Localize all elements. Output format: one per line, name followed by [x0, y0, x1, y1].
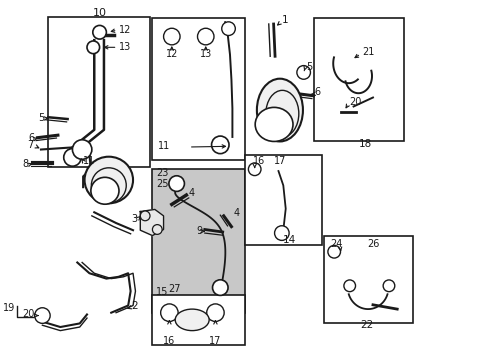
Text: 4: 4: [189, 188, 195, 198]
Text: 18: 18: [359, 139, 372, 149]
Text: 22: 22: [361, 320, 374, 330]
Circle shape: [140, 211, 150, 221]
Ellipse shape: [175, 309, 209, 330]
Text: 9: 9: [196, 226, 202, 236]
Text: 24: 24: [330, 239, 343, 249]
Text: 1: 1: [282, 15, 289, 26]
Text: 2: 2: [132, 301, 138, 311]
Circle shape: [222, 22, 235, 36]
Circle shape: [152, 225, 162, 234]
Text: 25: 25: [156, 179, 169, 189]
Text: 7: 7: [27, 140, 34, 150]
Text: 16: 16: [253, 156, 266, 166]
Ellipse shape: [266, 90, 299, 137]
Circle shape: [73, 140, 92, 159]
Circle shape: [93, 26, 106, 39]
Ellipse shape: [85, 157, 133, 203]
Ellipse shape: [91, 168, 126, 203]
Circle shape: [248, 163, 261, 176]
Text: 15: 15: [156, 287, 168, 297]
Text: 3: 3: [131, 214, 137, 224]
Bar: [245, 155, 322, 244]
Circle shape: [35, 308, 50, 323]
Text: 8: 8: [23, 159, 29, 169]
Text: 13: 13: [199, 49, 212, 59]
Circle shape: [274, 226, 289, 240]
Circle shape: [212, 136, 229, 154]
Bar: [314, 18, 404, 140]
Bar: [323, 235, 413, 323]
Circle shape: [64, 149, 81, 166]
Text: 27: 27: [168, 284, 180, 294]
Bar: [152, 18, 245, 160]
Text: 19: 19: [3, 303, 15, 314]
Text: 4: 4: [233, 208, 240, 219]
Text: 26: 26: [367, 239, 380, 249]
Circle shape: [197, 28, 214, 45]
Bar: [152, 168, 245, 313]
Circle shape: [164, 28, 180, 45]
Circle shape: [383, 280, 395, 292]
Text: 5: 5: [306, 62, 312, 72]
Text: 12: 12: [119, 25, 131, 35]
Ellipse shape: [255, 107, 293, 141]
Ellipse shape: [91, 177, 119, 204]
Bar: [48, 17, 150, 167]
Text: 12: 12: [166, 49, 178, 59]
Text: 17: 17: [209, 336, 221, 346]
Circle shape: [169, 176, 184, 192]
Circle shape: [207, 304, 224, 321]
Circle shape: [161, 304, 178, 321]
Circle shape: [213, 280, 228, 296]
Circle shape: [87, 41, 99, 54]
Text: 11: 11: [158, 141, 171, 151]
Text: 10: 10: [93, 8, 107, 18]
Bar: [152, 295, 245, 345]
Polygon shape: [140, 210, 164, 235]
Circle shape: [297, 66, 311, 79]
Text: 11: 11: [83, 156, 96, 166]
Text: 17: 17: [273, 156, 286, 166]
Text: 6: 6: [315, 87, 321, 98]
Text: 20: 20: [350, 97, 362, 107]
Text: 21: 21: [362, 47, 374, 57]
Text: 16: 16: [163, 336, 175, 346]
Text: 20: 20: [22, 310, 35, 319]
Circle shape: [328, 246, 341, 258]
Text: 13: 13: [119, 42, 131, 52]
Text: 23: 23: [156, 168, 168, 178]
Text: 5: 5: [38, 113, 44, 123]
Text: 6: 6: [28, 134, 34, 143]
Ellipse shape: [257, 79, 303, 141]
Text: 14: 14: [283, 235, 296, 245]
Circle shape: [344, 280, 356, 292]
